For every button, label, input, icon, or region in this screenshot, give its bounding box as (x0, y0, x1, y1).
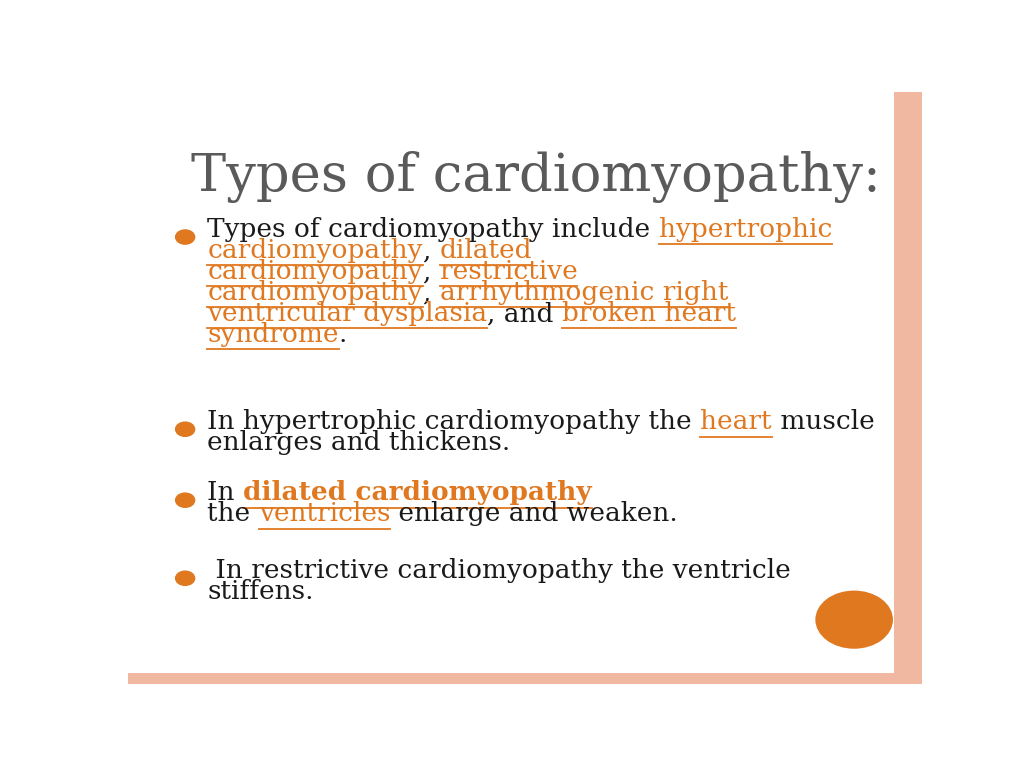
Text: In restrictive cardiomyopathy the ventricle: In restrictive cardiomyopathy the ventri… (207, 558, 792, 583)
Text: muscle: muscle (772, 409, 874, 434)
Text: enlarge and weaken.: enlarge and weaken. (390, 502, 678, 526)
Text: ventricular dysplasia: ventricular dysplasia (207, 301, 487, 326)
Text: , and: , and (487, 301, 562, 326)
FancyBboxPatch shape (128, 673, 922, 684)
Text: cardiomyopathy: cardiomyopathy (207, 259, 423, 284)
Text: ,: , (423, 259, 439, 284)
Text: restrictive: restrictive (439, 259, 578, 284)
Text: ventricles: ventricles (259, 502, 390, 526)
Text: cardiomyopathy: cardiomyopathy (207, 280, 423, 305)
Text: arrhythmogenic right: arrhythmogenic right (439, 280, 728, 305)
FancyBboxPatch shape (894, 92, 922, 684)
Text: dilated: dilated (439, 238, 532, 263)
Circle shape (816, 591, 892, 648)
Text: dilated cardiomyopathy: dilated cardiomyopathy (244, 480, 592, 505)
Circle shape (176, 493, 195, 508)
Text: cardiomyopathy: cardiomyopathy (207, 238, 423, 263)
Text: Types of cardiomyopathy:: Types of cardiomyopathy: (191, 151, 882, 204)
Text: hypertrophic: hypertrophic (658, 217, 833, 242)
Circle shape (176, 422, 195, 436)
Text: the: the (207, 502, 259, 526)
Text: stiffens.: stiffens. (207, 579, 314, 604)
Text: syndrome: syndrome (207, 322, 339, 347)
Circle shape (176, 230, 195, 244)
Text: In: In (207, 480, 244, 505)
Text: heart: heart (700, 409, 772, 434)
Text: enlarges and thickens.: enlarges and thickens. (207, 430, 511, 455)
Text: ,: , (423, 280, 439, 305)
Text: .: . (339, 322, 347, 347)
Text: In hypertrophic cardiomyopathy the: In hypertrophic cardiomyopathy the (207, 409, 700, 434)
Text: ,: , (423, 238, 439, 263)
Text: broken heart: broken heart (562, 301, 736, 326)
Text: Types of cardiomyopathy include: Types of cardiomyopathy include (207, 217, 658, 242)
Circle shape (176, 571, 195, 585)
